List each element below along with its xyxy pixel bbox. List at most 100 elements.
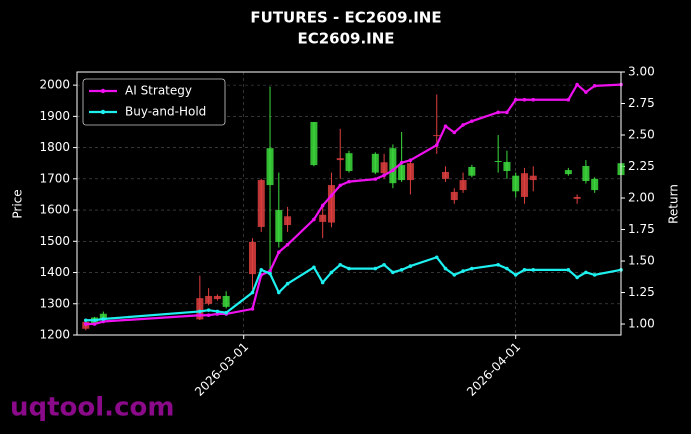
series-marker	[522, 97, 527, 102]
candle-body	[266, 148, 274, 186]
series-marker	[434, 143, 439, 147]
candle-body	[450, 191, 458, 201]
y-tick-label: 1400	[39, 265, 70, 279]
series-marker	[259, 268, 264, 272]
candle-body	[371, 153, 379, 173]
series-marker	[391, 270, 395, 275]
y2-tick-label: 3.00	[628, 65, 655, 79]
y-tick-label: 1600	[39, 203, 70, 217]
series-marker	[320, 203, 325, 208]
y-tick-label: 1500	[39, 234, 70, 248]
candle-body	[503, 161, 511, 172]
series-marker	[461, 269, 465, 273]
series-marker	[206, 308, 211, 312]
series-marker	[408, 158, 413, 163]
watermark: uqtool.com	[10, 393, 174, 423]
y-tick-label: 1300	[39, 296, 70, 310]
series-marker	[277, 250, 281, 255]
legend-box	[82, 78, 226, 126]
series-marker	[443, 266, 448, 271]
series-marker	[101, 317, 106, 321]
series-marker	[584, 90, 588, 94]
series-marker	[206, 313, 211, 318]
candle-body	[275, 210, 283, 242]
candle-body	[564, 170, 572, 175]
series-marker	[320, 280, 325, 285]
candle-body	[213, 295, 221, 300]
series-marker	[452, 273, 457, 277]
series-marker	[575, 82, 579, 87]
series-marker	[338, 263, 343, 267]
series-marker	[329, 193, 334, 198]
series-marker	[92, 322, 97, 326]
candle-body	[582, 166, 590, 182]
series-marker	[399, 160, 404, 165]
candle-body	[284, 216, 292, 226]
candle-body	[494, 161, 502, 163]
candle-body	[205, 295, 213, 304]
candle-body	[327, 185, 335, 223]
candle-body	[459, 180, 467, 191]
series-marker	[470, 119, 474, 123]
y2-tick-label: 1.50	[628, 254, 655, 268]
series-marker	[513, 273, 518, 277]
y-tick-label: 1700	[39, 171, 70, 185]
candle-body	[248, 241, 256, 275]
series-marker	[443, 124, 448, 128]
series-marker	[391, 168, 395, 173]
y-axis-label: Price	[11, 189, 25, 218]
y-tick-label: 2000	[39, 78, 70, 92]
series-marker	[198, 313, 202, 318]
candle-body	[573, 196, 581, 199]
plot-frame	[76, 71, 622, 336]
candle-body	[468, 166, 476, 176]
series-marker	[382, 173, 386, 178]
candle-body	[389, 148, 397, 184]
y2-axis-label: Return	[667, 184, 681, 224]
series-marker	[312, 265, 316, 270]
series-marker	[83, 318, 88, 323]
candle-body	[257, 180, 265, 227]
y2-tick-label: 2.50	[628, 128, 655, 142]
y2-tick-label: 1.00	[628, 317, 655, 331]
series-marker	[522, 268, 527, 272]
series-marker	[434, 255, 439, 260]
y2-tick-label: 2.00	[628, 191, 655, 205]
legend-label: AI Strategy	[125, 84, 192, 98]
y2-tick-label: 1.25	[628, 285, 655, 299]
series-marker	[347, 179, 351, 184]
series-marker	[513, 97, 518, 102]
candle-body	[345, 153, 353, 172]
series-marker	[92, 318, 97, 323]
series-marker	[531, 268, 536, 272]
series-marker	[584, 270, 588, 275]
series-marker	[452, 130, 457, 135]
candle-body	[99, 313, 107, 320]
series-marker	[592, 84, 597, 88]
series-marker	[215, 312, 220, 316]
candle-body	[196, 298, 204, 320]
series-marker	[277, 290, 281, 295]
series-marker	[470, 266, 474, 271]
candle-body	[442, 171, 450, 179]
series-marker	[347, 266, 351, 271]
candle-body	[520, 173, 528, 197]
candle-body	[398, 165, 406, 181]
series-marker	[83, 322, 88, 326]
series-marker	[268, 271, 272, 276]
series-marker	[373, 177, 378, 181]
series-marker	[566, 268, 571, 272]
candle-body	[512, 175, 520, 192]
series-marker	[505, 266, 509, 271]
series-marker	[312, 217, 316, 222]
series-marker	[329, 270, 334, 275]
legend-label: Buy-and-Hold	[125, 105, 206, 119]
series-marker	[285, 242, 290, 247]
y-tick-label: 1800	[39, 140, 70, 154]
series-marker	[198, 309, 202, 314]
series-marker	[250, 307, 255, 311]
series-marker	[101, 319, 106, 324]
y2-tick-label: 2.75	[628, 96, 655, 110]
